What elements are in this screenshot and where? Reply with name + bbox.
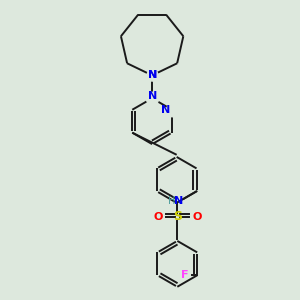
Text: N: N <box>148 92 157 101</box>
Text: N: N <box>148 70 157 80</box>
Text: F: F <box>181 270 189 280</box>
Text: N: N <box>148 70 157 80</box>
Text: H: H <box>168 196 176 206</box>
Text: N: N <box>161 105 170 115</box>
Text: N: N <box>174 196 183 206</box>
Text: O: O <box>192 212 202 222</box>
Text: S: S <box>173 210 182 224</box>
Text: O: O <box>153 212 162 222</box>
